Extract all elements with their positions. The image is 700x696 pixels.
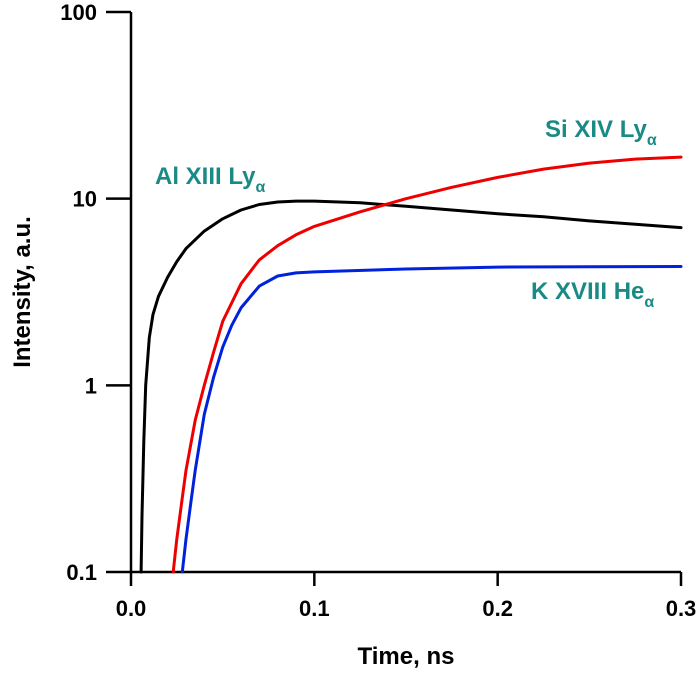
x-axis-title: Time, ns (358, 643, 455, 670)
series-label-al-xiii-main: Al XIII Ly (155, 163, 256, 190)
x-ticks: 0.0 0.1 0.2 0.3 (116, 572, 697, 621)
series-line-al-xiii (139, 199, 683, 574)
y-tick-label: 0.1 (66, 560, 97, 585)
series-label-k-xviii-sub: α (644, 294, 654, 311)
series-label-si-xiv-sub: α (647, 132, 657, 149)
y-axis-title: Intensity, a.u. (9, 216, 36, 368)
series-label-al-xiii-sub: α (255, 179, 265, 196)
series-line-k-xviii (180, 265, 683, 574)
x-tick-label: 0.1 (299, 596, 330, 621)
series-lines (139, 155, 683, 574)
series-line-si-xiv (171, 155, 683, 574)
x-tick-label: 0.2 (482, 596, 513, 621)
series-label-si-xiv-main: Si XIV Ly (545, 116, 647, 143)
y-tick-label: 10 (73, 187, 97, 212)
axes (129, 12, 681, 574)
x-tick-label: 0.0 (116, 596, 147, 621)
series-label-al-xiii: Al XIII Lyα (155, 163, 265, 196)
series-label-k-xviii: K XVIII Heα (531, 278, 654, 311)
series-label-si-xiv: Si XIV Lyα (545, 116, 657, 149)
y-ticks: 0.1 1 10 100 (60, 0, 131, 585)
y-tick-label: 100 (60, 0, 97, 25)
y-tick-label: 1 (85, 373, 97, 398)
series-label-k-xviii-main: K XVIII He (531, 278, 644, 305)
x-tick-label: 0.3 (666, 596, 697, 621)
